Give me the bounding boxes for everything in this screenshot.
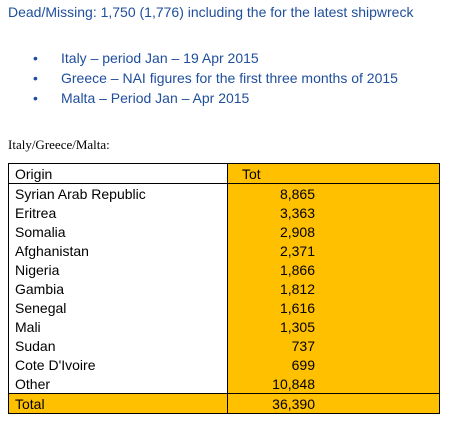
value-cell: 1,812 [227, 279, 440, 298]
value-cell: 8,865 [227, 183, 440, 203]
value-cell: 2,371 [227, 241, 440, 260]
value-cell: 1,866 [227, 260, 440, 279]
table-row: Senegal 1,616 [8, 298, 440, 317]
value-cell: 2,908 [227, 222, 440, 241]
header-row: Origin Tot [8, 163, 440, 184]
origin-cell: Somalia [8, 222, 228, 241]
origin-cell: Afghanistan [8, 241, 228, 260]
table-row: Gambia 1,812 [8, 279, 440, 298]
origin-cell: Mali [8, 317, 228, 336]
heading: Dead/Missing: 1,750 (1,776) including th… [8, 4, 414, 20]
value-cell: 10,848 [227, 374, 440, 394]
table-row: Eritrea 3,363 [8, 203, 440, 222]
value-cell: 3,363 [227, 203, 440, 222]
table-row: Mali 1,305 [8, 317, 440, 336]
table-body: Origin Tot Syrian Arab Republic 8,865 Erit… [8, 163, 440, 414]
origin-cell: Eritrea [8, 203, 228, 222]
origin-cell: Gambia [8, 279, 228, 298]
value-cell: 1,305 [227, 317, 440, 336]
origin-cell: Sudan [8, 336, 228, 355]
origin-cell: Other [8, 374, 228, 394]
header-cell: Origin [8, 163, 228, 184]
origin-cell: Nigeria [8, 260, 228, 279]
value-cell: 737 [227, 336, 440, 355]
table-row: Nigeria 1,866 [8, 260, 440, 279]
value-cell: 699 [227, 355, 440, 374]
value-cell: 1,616 [227, 298, 440, 317]
origin-cell: Senegal [8, 298, 228, 317]
table: Origin Tot Syrian Arab Republic 8,865 Erit… [8, 163, 440, 414]
table-row: Syrian Arab Republic 8,865 [8, 183, 440, 203]
table-row: Cote D'Ivoire 699 [8, 355, 440, 374]
bullet: Malta – Period Jan – Apr 2015 [33, 88, 398, 108]
table-row: Sudan 737 [8, 336, 440, 355]
value-cell: 36,390 [227, 393, 440, 414]
table-row: Somalia 2,908 [8, 222, 440, 241]
table-row: Other 10,848 [8, 374, 440, 394]
bullet: Greece – NAI figures for the first three… [33, 68, 398, 88]
origin-cell: Syrian Arab Republic [8, 183, 228, 203]
total-row: Total 36,390 [8, 393, 440, 414]
origin-cell: Cote D'Ivoire [8, 355, 228, 374]
caption: Italy/Greece/Malta: [8, 137, 110, 152]
bullet: Italy – period Jan – 19 Apr 2015 [33, 48, 398, 68]
header-cell: Tot [227, 163, 440, 184]
table-row: Afghanistan 2,371 [8, 241, 440, 260]
origin-cell: Total [8, 393, 228, 414]
bullet-list: Italy – period Jan – 19 Apr 2015 Greece … [33, 48, 398, 108]
